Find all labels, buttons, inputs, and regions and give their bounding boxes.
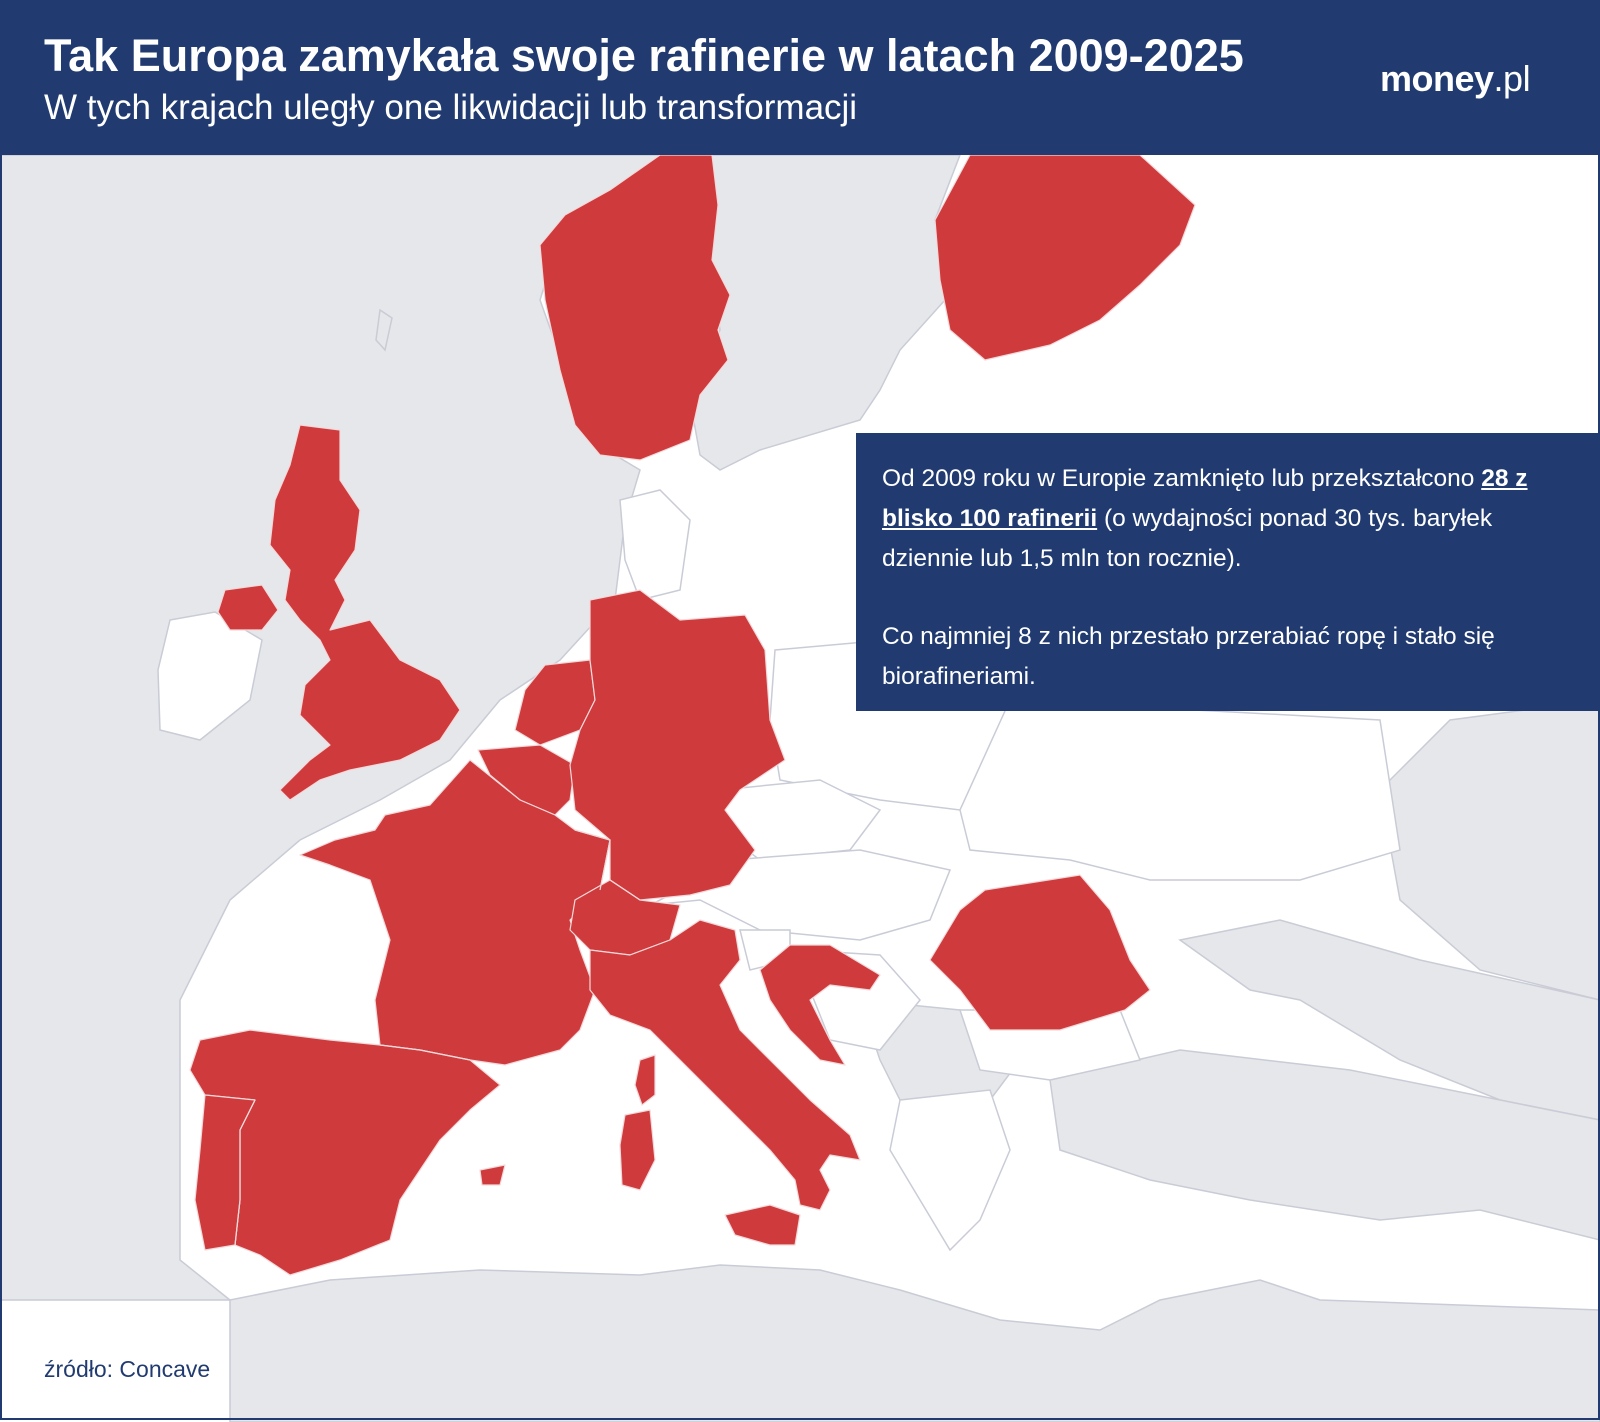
country-italy-sicily — [724, 1204, 801, 1246]
brand-logo: money.pl — [1380, 58, 1531, 100]
page-subtitle: W tych krajach uległy one likwidacji lub… — [44, 88, 858, 127]
country-united-kingdom — [269, 424, 461, 801]
border-fr-de — [574, 829, 611, 891]
country-croatia — [759, 944, 881, 1066]
country-belgium — [477, 744, 576, 816]
logo-text-main: money — [1380, 58, 1494, 99]
border-fr-es — [379, 1044, 471, 1061]
country-italy — [589, 919, 861, 1211]
russia-east — [1379, 699, 1600, 1001]
border-de-ch — [609, 879, 641, 901]
info-highlight: 28 z blisko 100 rafinerii — [882, 465, 1528, 532]
greece — [889, 1089, 1011, 1252]
info-box: Od 2009 roku w Europie zamknięto lub prz… — [856, 433, 1600, 711]
ukraine — [959, 699, 1401, 881]
logo-text-suffix: .pl — [1493, 58, 1531, 99]
country-romania — [929, 874, 1151, 1031]
country-germany — [569, 589, 786, 901]
page-title: Tak Europa zamykała swoje rafinerie w la… — [44, 30, 1244, 81]
highlighted-countries — [189, 155, 1196, 1276]
info-text-after: (o wydajności ponad 30 tys. baryłek dzie… — [882, 505, 1493, 572]
country-spain-balearic — [479, 1164, 506, 1186]
europe-map — [0, 155, 1600, 1422]
header-bar: Tak Europa zamykała swoje rafinerie w la… — [0, 0, 1600, 155]
denmark — [619, 489, 691, 601]
country-finland — [934, 155, 1196, 361]
iceland-faroe — [375, 308, 393, 352]
internal-borders — [234, 829, 641, 1246]
country-northern-ireland — [217, 584, 279, 631]
source-note: źródło: Concave — [44, 1356, 211, 1382]
info-text-before: Od 2009 roku w Europie zamknięto lub prz… — [882, 465, 1475, 492]
turkey — [1049, 1049, 1600, 1241]
info-paragraph-1: Od 2009 roku w Europie zamknięto lub prz… — [882, 459, 1572, 579]
info-paragraph-2: Co najmniej 8 z nich przestało przerabia… — [882, 623, 1495, 690]
border-es-pt — [234, 1099, 256, 1246]
country-italy-sardinia — [619, 1109, 656, 1191]
country-norway — [539, 155, 731, 461]
country-france-corsica — [634, 1054, 656, 1106]
north-africa — [229, 1264, 1600, 1422]
